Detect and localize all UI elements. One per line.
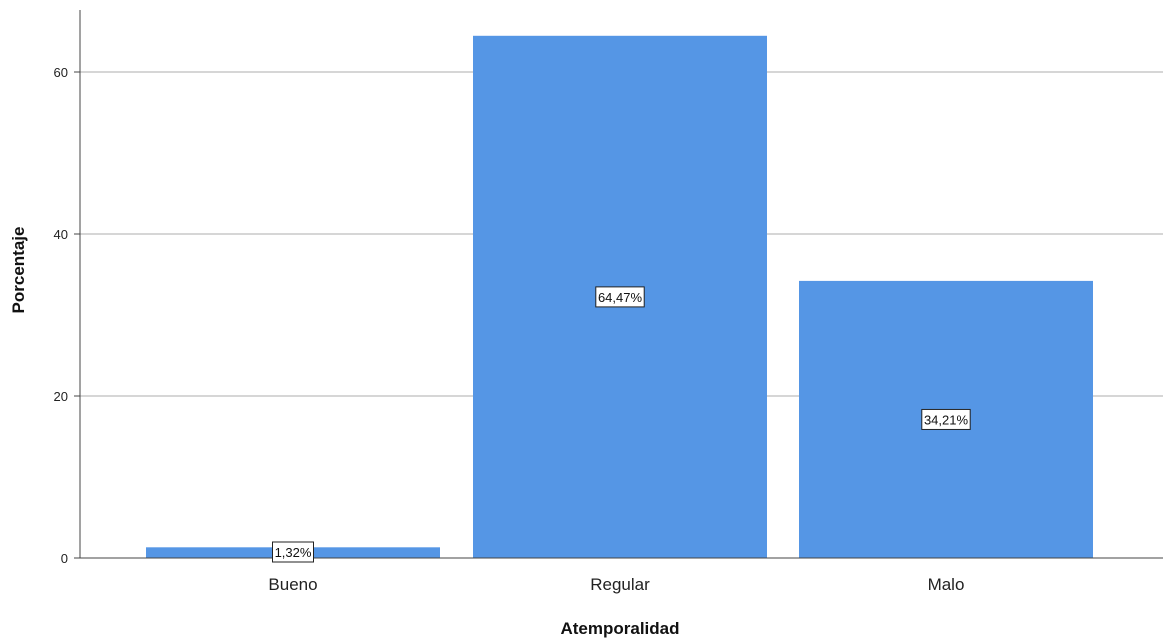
data-label-box [595, 286, 645, 308]
y-tick-label: 0 [61, 551, 68, 566]
y-axis-title: Porcentaje [9, 227, 28, 314]
y-tick-label: 20 [54, 389, 68, 404]
data-label: 34,21% [924, 412, 969, 427]
y-tick-label: 60 [54, 65, 68, 80]
data-label-box [921, 408, 971, 430]
y-ticks: 0 20 40 60 [54, 65, 80, 566]
x-axis-title: Atemporalidad [560, 619, 679, 638]
bars [146, 35, 1093, 559]
data-label: 64,47% [598, 290, 643, 305]
data-label-box [272, 541, 314, 563]
x-category-label: Bueno [268, 575, 317, 594]
x-categories: Bueno Regular Malo [268, 575, 964, 594]
y-tick-label: 40 [54, 227, 68, 242]
data-label: 1,32% [275, 545, 312, 560]
data-labels: 1,32% 64,47% 34,21% [272, 286, 971, 563]
axes [79, 10, 1163, 559]
x-category-label: Regular [590, 575, 650, 594]
x-category-label: Malo [928, 575, 965, 594]
